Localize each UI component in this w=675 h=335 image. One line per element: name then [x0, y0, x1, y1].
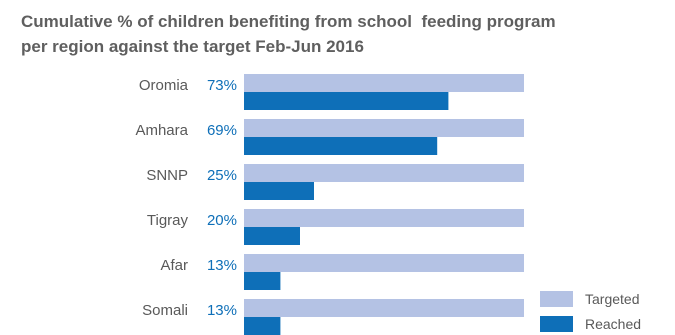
bar-targeted-somali [244, 299, 524, 317]
bar-reached-snnp [244, 182, 314, 200]
bar-reached-afar [244, 272, 281, 290]
legend-swatch-reached [540, 316, 573, 332]
category-label-oromia: Oromia [139, 77, 189, 94]
legend-swatch-targeted [540, 291, 573, 307]
bar-targeted-afar [244, 254, 524, 272]
data-label-oromia: 73% [207, 77, 237, 94]
chart-title-line-1: Cumulative % of children benefiting from… [21, 12, 556, 31]
category-label-afar: Afar [160, 257, 188, 274]
data-label-tigray: 20% [207, 212, 237, 229]
bar-targeted-snnp [244, 164, 524, 182]
chart-title: Cumulative % of children benefiting from… [21, 9, 556, 59]
bar-reached-amhara [244, 137, 438, 155]
legend-label-reached: Reached [585, 316, 641, 332]
data-label-somali: 13% [207, 302, 237, 319]
bar-targeted-amhara [244, 119, 524, 137]
category-label-snnp: SNNP [146, 167, 188, 184]
bar-reached-oromia [244, 92, 449, 110]
category-label-amhara: Amhara [135, 122, 188, 139]
data-label-snnp: 25% [207, 167, 237, 184]
bar-targeted-oromia [244, 74, 524, 92]
bar-reached-tigray [244, 227, 300, 245]
data-label-amhara: 69% [207, 122, 237, 139]
legend-label-targeted: Targeted [585, 291, 639, 307]
bar-targeted-tigray [244, 209, 524, 227]
chart-title-line-2: per region against the target Feb-Jun 20… [21, 37, 364, 56]
category-label-tigray: Tigray [147, 212, 189, 229]
category-label-somali: Somali [142, 302, 188, 319]
bar-reached-somali [244, 317, 281, 335]
data-label-afar: 13% [207, 257, 237, 274]
